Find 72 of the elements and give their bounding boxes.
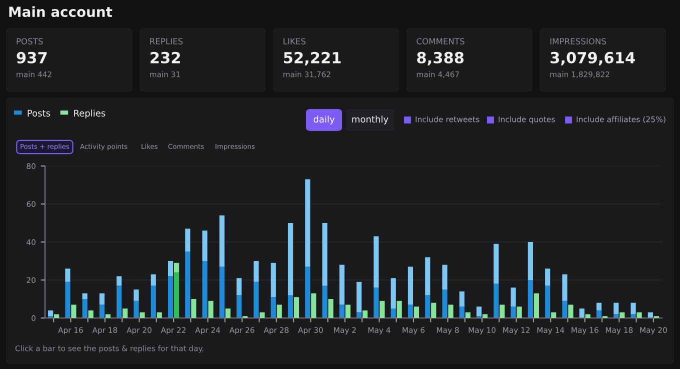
- bar: [528, 242, 534, 280]
- bar: [122, 308, 128, 318]
- bar: [551, 312, 556, 318]
- bar: [596, 310, 602, 318]
- bar: [236, 278, 242, 296]
- bar: [596, 302, 602, 310]
- bar: [545, 268, 550, 286]
- text: 8,388: [417, 52, 464, 66]
- legend-label: Replies: [74, 110, 106, 118]
- text: COMMENTS: [416, 38, 464, 44]
- bar: [202, 261, 208, 318]
- bar: [476, 306, 482, 316]
- bar: [459, 291, 464, 307]
- bar: [236, 295, 242, 318]
- bar: [510, 288, 516, 307]
- bar: [260, 312, 265, 318]
- bar: [99, 293, 105, 305]
- bar: [116, 276, 122, 286]
- bar: [48, 310, 54, 316]
- bar: [150, 274, 156, 286]
- text: 937: [16, 52, 47, 64]
- bar: [305, 266, 310, 318]
- bar: [99, 304, 105, 318]
- bar: [134, 300, 139, 318]
- bar: [270, 262, 276, 298]
- text: 3,079,614: [550, 52, 635, 66]
- bar: [442, 264, 448, 290]
- text: daily: [314, 116, 335, 124]
- text: 232: [150, 52, 180, 64]
- text: Main account: [9, 6, 112, 18]
- bar: [202, 230, 208, 261]
- bar: [408, 266, 414, 305]
- bar: [219, 266, 225, 318]
- text: IMPRESSIONS: [550, 38, 606, 44]
- bar: [116, 286, 122, 318]
- bar: [356, 282, 362, 312]
- bar: [339, 264, 344, 305]
- bar: [374, 236, 379, 288]
- bar: [494, 244, 499, 284]
- text: monthly: [352, 116, 388, 124]
- bar: [254, 282, 259, 318]
- bar: [208, 300, 214, 318]
- bar: [322, 223, 328, 286]
- bar: [150, 286, 156, 318]
- bar: [191, 299, 196, 318]
- bar: [82, 293, 88, 299]
- bar: [545, 286, 550, 318]
- bar: [156, 312, 162, 318]
- bar: [288, 223, 294, 296]
- bar: [562, 274, 568, 301]
- bar: [219, 215, 225, 267]
- bar: [225, 308, 231, 318]
- legend-label: Posts: [28, 110, 50, 117]
- bar: [614, 302, 619, 314]
- bar: [442, 290, 448, 318]
- bar: [254, 261, 259, 282]
- bar: [65, 282, 70, 318]
- text: LIKES: [284, 38, 306, 44]
- bar: [425, 257, 430, 296]
- bar: [630, 302, 636, 314]
- bar: [82, 299, 88, 318]
- text: 52,221: [284, 52, 341, 66]
- bar: [390, 278, 396, 308]
- bar: [185, 228, 190, 252]
- bar: [65, 268, 70, 282]
- bar: [185, 252, 190, 318]
- text: REPLIES: [150, 38, 183, 44]
- bar: [494, 284, 499, 318]
- bar: [305, 179, 310, 267]
- text: POSTS: [16, 38, 43, 44]
- bar: [579, 308, 584, 318]
- bar: [134, 290, 139, 301]
